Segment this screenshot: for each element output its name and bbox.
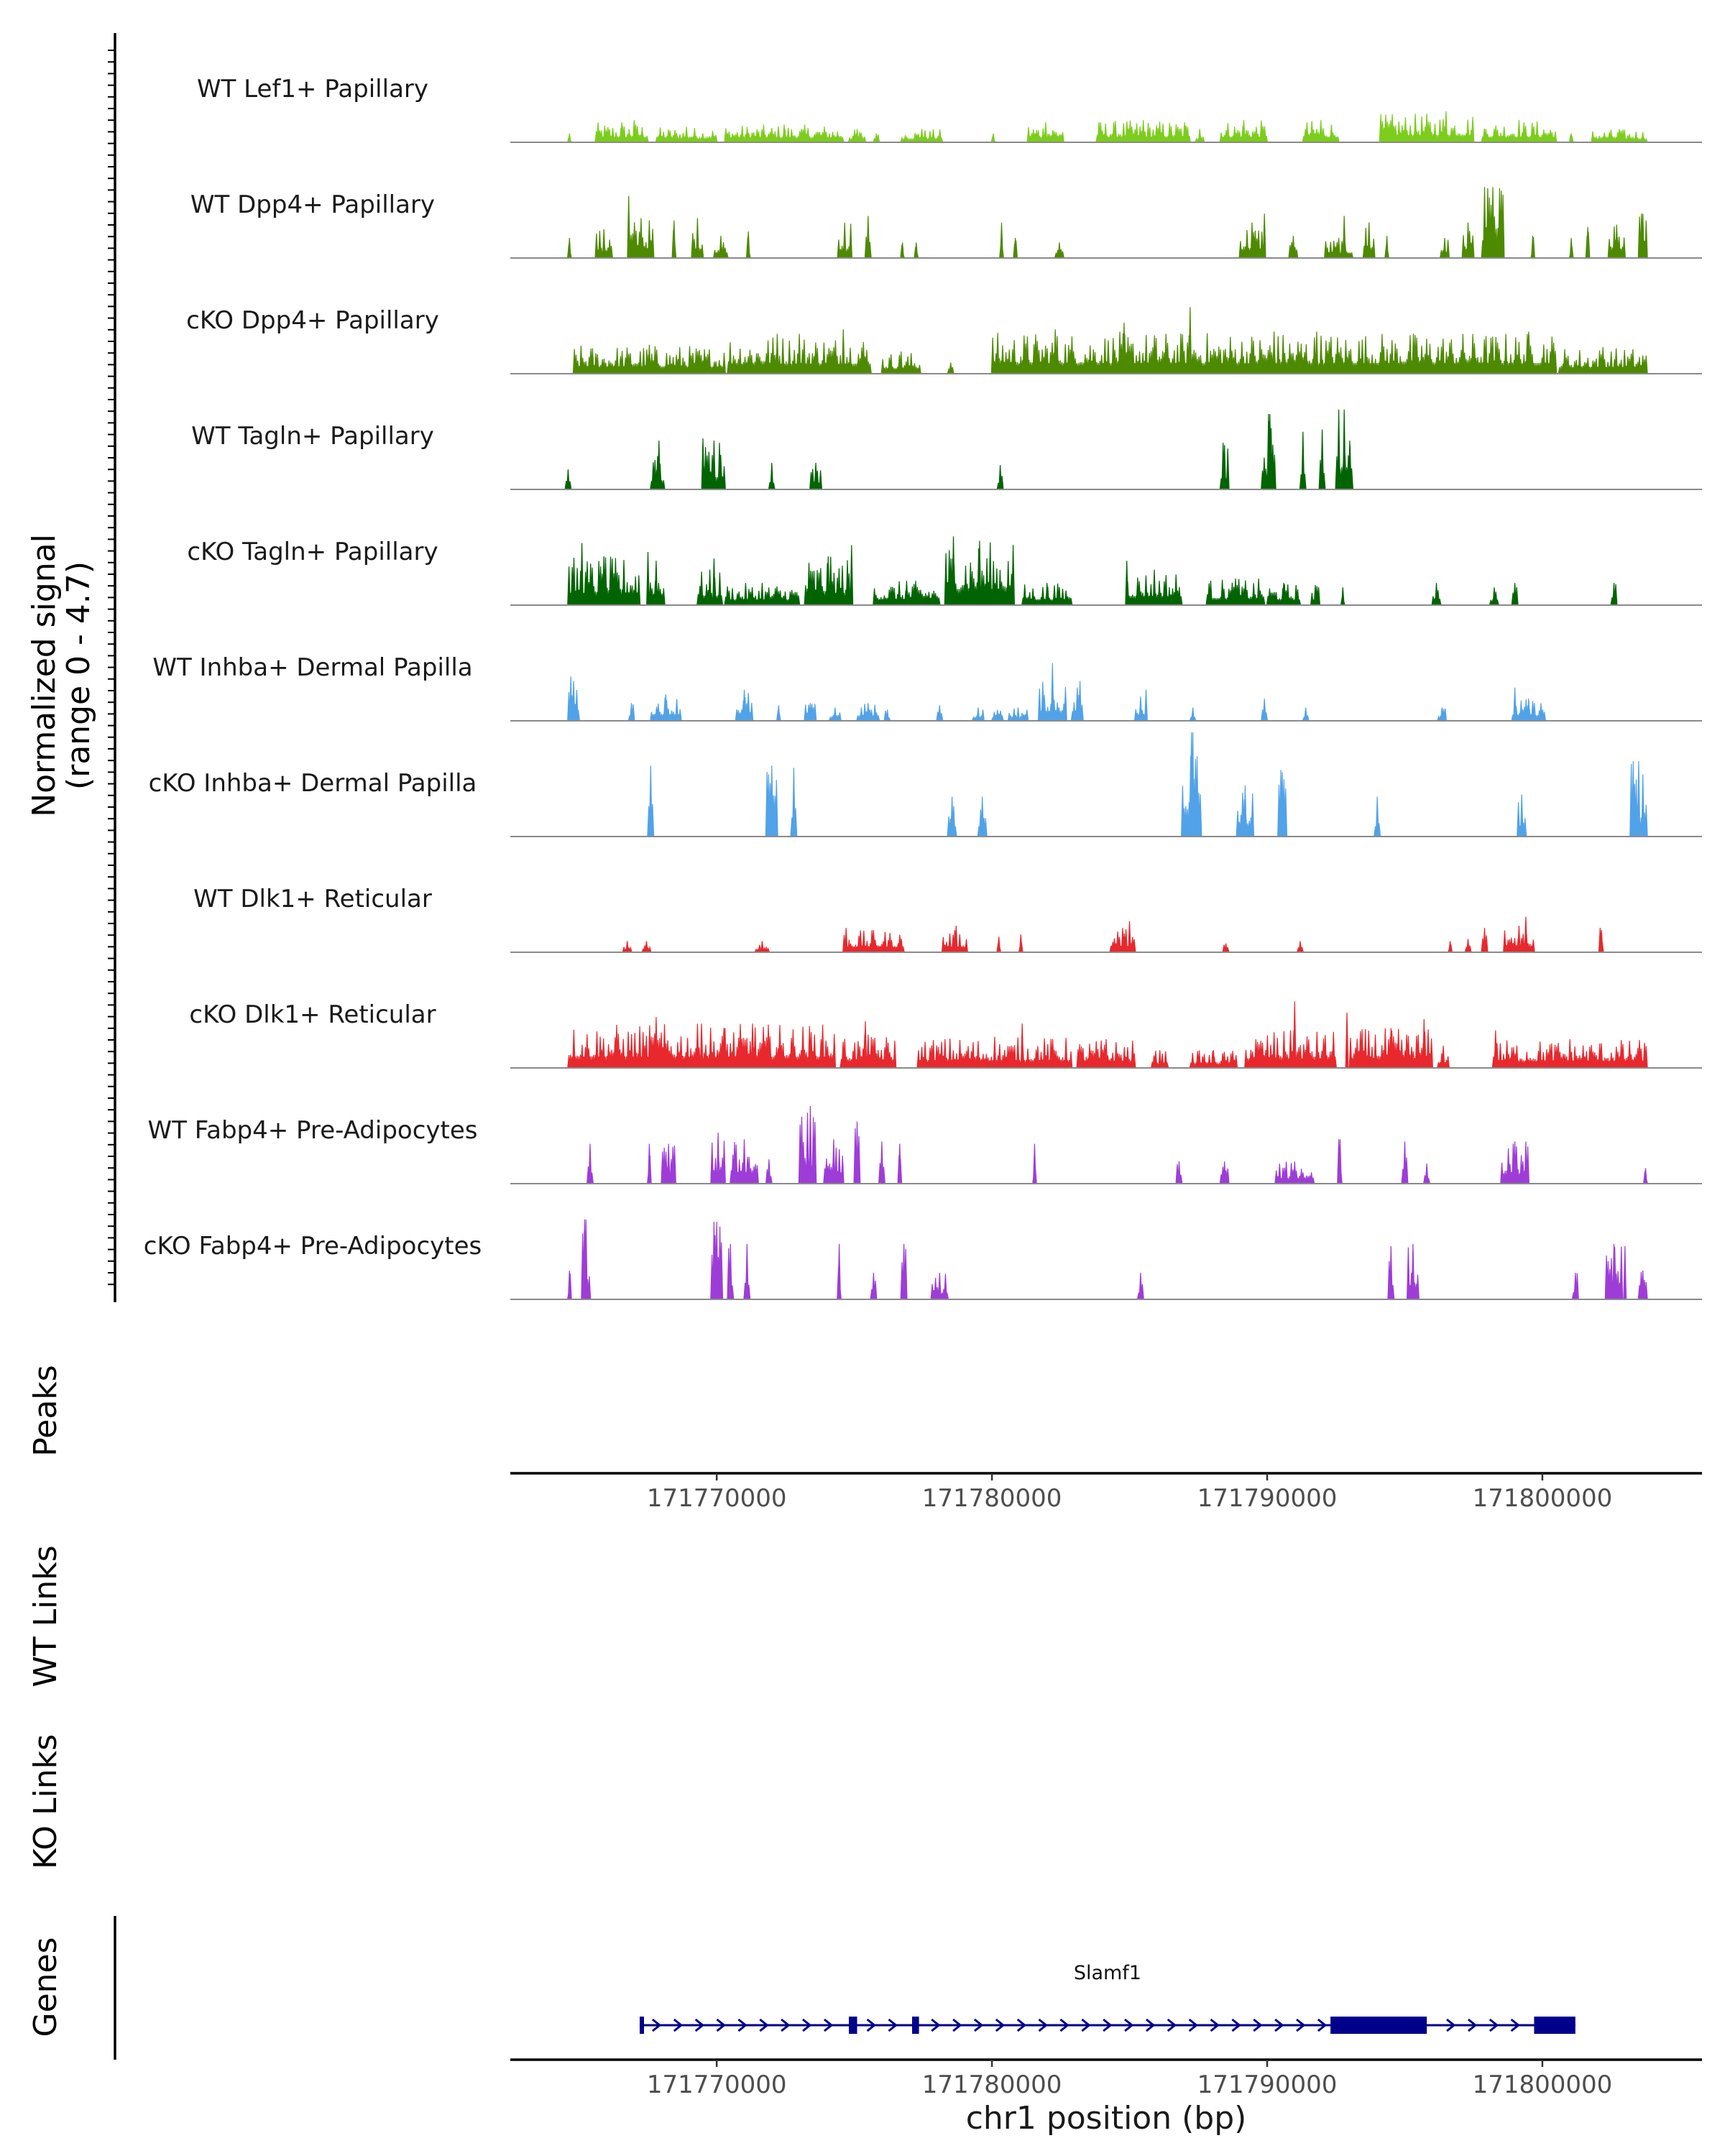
x-tick-label: 171790000 — [1197, 2070, 1338, 2099]
peaks-track-label: Peaks — [27, 1365, 64, 1456]
x-tick-label: 171780000 — [922, 1484, 1062, 1513]
track-8: cKO Dlk1+ Reticular — [189, 1000, 1702, 1069]
track-9: WT Fabp4+ Pre-Adipocytes — [148, 1105, 1702, 1184]
track-2: cKO Dpp4+ Papillary — [186, 306, 1702, 374]
track-label: cKO Dlk1+ Reticular — [189, 1000, 436, 1029]
x-tick-label: 171800000 — [1473, 1484, 1613, 1513]
track-label: WT Dlk1+ Reticular — [193, 885, 432, 913]
gene-exon — [1534, 2017, 1576, 2034]
track-label: WT Inhba+ Dermal Papilla — [152, 653, 472, 682]
coverage-signal — [567, 536, 1618, 606]
gene-exon — [1330, 2017, 1427, 2034]
coverage-y-ticks — [108, 50, 115, 1286]
x-tick-label: 171790000 — [1197, 1484, 1338, 1513]
y-axis-label-line1: Normalized signal — [26, 534, 63, 817]
gene-name-label: Slamf1 — [1074, 1962, 1141, 1984]
gene-exon — [640, 2017, 644, 2034]
peaks-x-ticks: 171770000 171780000 171790000 171800000 — [647, 1473, 1612, 1513]
track-label: WT Dpp4+ Papillary — [190, 190, 435, 219]
track-1: WT Dpp4+ Papillary — [190, 187, 1702, 259]
x-tick-label: 171770000 — [647, 2070, 787, 2099]
x-tick-label: 171800000 — [1473, 2070, 1613, 2099]
coverage-signal — [586, 1105, 1649, 1184]
gene-Slamf1: Slamf1 — [639, 1962, 1576, 2034]
x-tick-label: 171770000 — [647, 1484, 787, 1513]
wt-links-track-label: WT Links — [27, 1545, 64, 1687]
gene-exon — [849, 2017, 857, 2034]
coverage-signal — [564, 409, 1354, 490]
track-5: WT Inhba+ Dermal Papilla — [152, 653, 1702, 722]
ko-links-track-label: KO Links — [27, 1734, 64, 1869]
track-0: WT Lef1+ Papillary — [197, 75, 1702, 143]
coverage-signal — [572, 307, 1648, 374]
track-label: cKO Tagln+ Papillary — [187, 538, 438, 566]
track-4: cKO Tagln+ Papillary — [187, 536, 1702, 606]
coverage-tracks: WT Lef1+ Papillary WT Dpp4+ Papillary cKO … — [144, 75, 1702, 1300]
coverage-signal — [622, 916, 1604, 953]
track-label: cKO Fabp4+ Pre-Adipocytes — [144, 1232, 482, 1261]
track-10: cKO Fabp4+ Pre-Adipocytes — [144, 1219, 1702, 1300]
genes-track-label: Genes — [27, 1937, 64, 2037]
gene-strand-arrows — [651, 2018, 1521, 2032]
track-label: WT Fabp4+ Pre-Adipocytes — [148, 1116, 478, 1145]
gene-models: Slamf1 — [639, 1962, 1576, 2034]
coverage-signal — [566, 1219, 1648, 1300]
track-3: WT Tagln+ Papillary — [191, 409, 1702, 490]
coverage-signal — [647, 732, 1648, 837]
y-axis-label-line2: (range 0 - 4.7) — [60, 561, 97, 790]
genes-x-ticks: 171770000 171780000 171790000 171800000 — [647, 2060, 1612, 2099]
track-6: cKO Inhba+ Dermal Papilla — [149, 732, 1702, 837]
track-label: WT Lef1+ Papillary — [197, 75, 428, 103]
track-label: cKO Inhba+ Dermal Papilla — [149, 769, 477, 798]
coverage-signal — [566, 187, 1648, 259]
coverage-signal — [566, 111, 1648, 143]
x-axis-title: chr1 position (bp) — [966, 2100, 1247, 2137]
x-tick-label: 171780000 — [922, 2070, 1062, 2099]
coverage-signal — [567, 1001, 1648, 1069]
gene-exon — [912, 2017, 919, 2034]
track-label: cKO Dpp4+ Papillary — [186, 306, 439, 335]
track-7: WT Dlk1+ Reticular — [193, 885, 1702, 953]
coverage-signal — [567, 663, 1547, 722]
track-label: WT Tagln+ Papillary — [191, 422, 434, 451]
